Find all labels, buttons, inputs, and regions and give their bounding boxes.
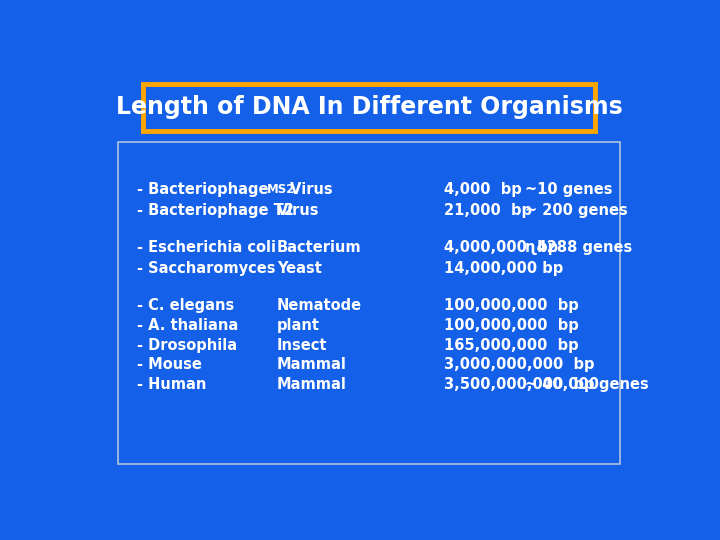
Text: ~10 genes: ~10 genes <box>526 182 613 197</box>
Text: - Bacteriophage T2: - Bacteriophage T2 <box>138 203 294 218</box>
Text: - Bacteriophage: - Bacteriophage <box>138 182 274 197</box>
Text: 100,000,000  bp: 100,000,000 bp <box>444 318 579 333</box>
Text: 14,000,000 bp: 14,000,000 bp <box>444 261 564 276</box>
Text: - Mouse: - Mouse <box>138 357 202 372</box>
Text: Virus: Virus <box>277 203 320 218</box>
Text: - Escherichia coli: - Escherichia coli <box>138 240 276 255</box>
Text: - Saccharomyces: - Saccharomyces <box>138 261 276 276</box>
Text: 3,500,000,000  bp: 3,500,000,000 bp <box>444 376 595 392</box>
Text: ~ 40,000genes: ~ 40,000genes <box>526 376 649 392</box>
Text: 165,000,000  bp: 165,000,000 bp <box>444 338 579 353</box>
Text: Insect: Insect <box>277 338 328 353</box>
Text: - C. elegans: - C. elegans <box>138 299 235 313</box>
Text: ɳ4288 genes: ɳ4288 genes <box>526 240 632 255</box>
Text: Virus: Virus <box>285 182 333 197</box>
Text: 4,000,000  bp: 4,000,000 bp <box>444 240 559 255</box>
Text: Mammal: Mammal <box>277 376 347 392</box>
Text: 21,000  bp: 21,000 bp <box>444 203 532 218</box>
Text: Mammal: Mammal <box>277 357 347 372</box>
FancyBboxPatch shape <box>143 84 595 131</box>
Text: 4,000  bp: 4,000 bp <box>444 182 522 197</box>
FancyBboxPatch shape <box>118 141 620 464</box>
Text: ~ 200 genes: ~ 200 genes <box>526 203 628 218</box>
Text: Yeast: Yeast <box>277 261 322 276</box>
Text: plant: plant <box>277 318 320 333</box>
Text: 100,000,000  bp: 100,000,000 bp <box>444 299 579 313</box>
Text: - A. thaliana: - A. thaliana <box>138 318 239 333</box>
Text: Nematode: Nematode <box>277 299 362 313</box>
Text: - Human: - Human <box>138 376 207 392</box>
Text: Length of DNA In Different Organisms: Length of DNA In Different Organisms <box>116 95 622 119</box>
Text: - Drosophila: - Drosophila <box>138 338 238 353</box>
Text: 3,000,000,000  bp: 3,000,000,000 bp <box>444 357 595 372</box>
Text: MS2: MS2 <box>267 183 295 196</box>
Text: Bacterium: Bacterium <box>277 240 361 255</box>
